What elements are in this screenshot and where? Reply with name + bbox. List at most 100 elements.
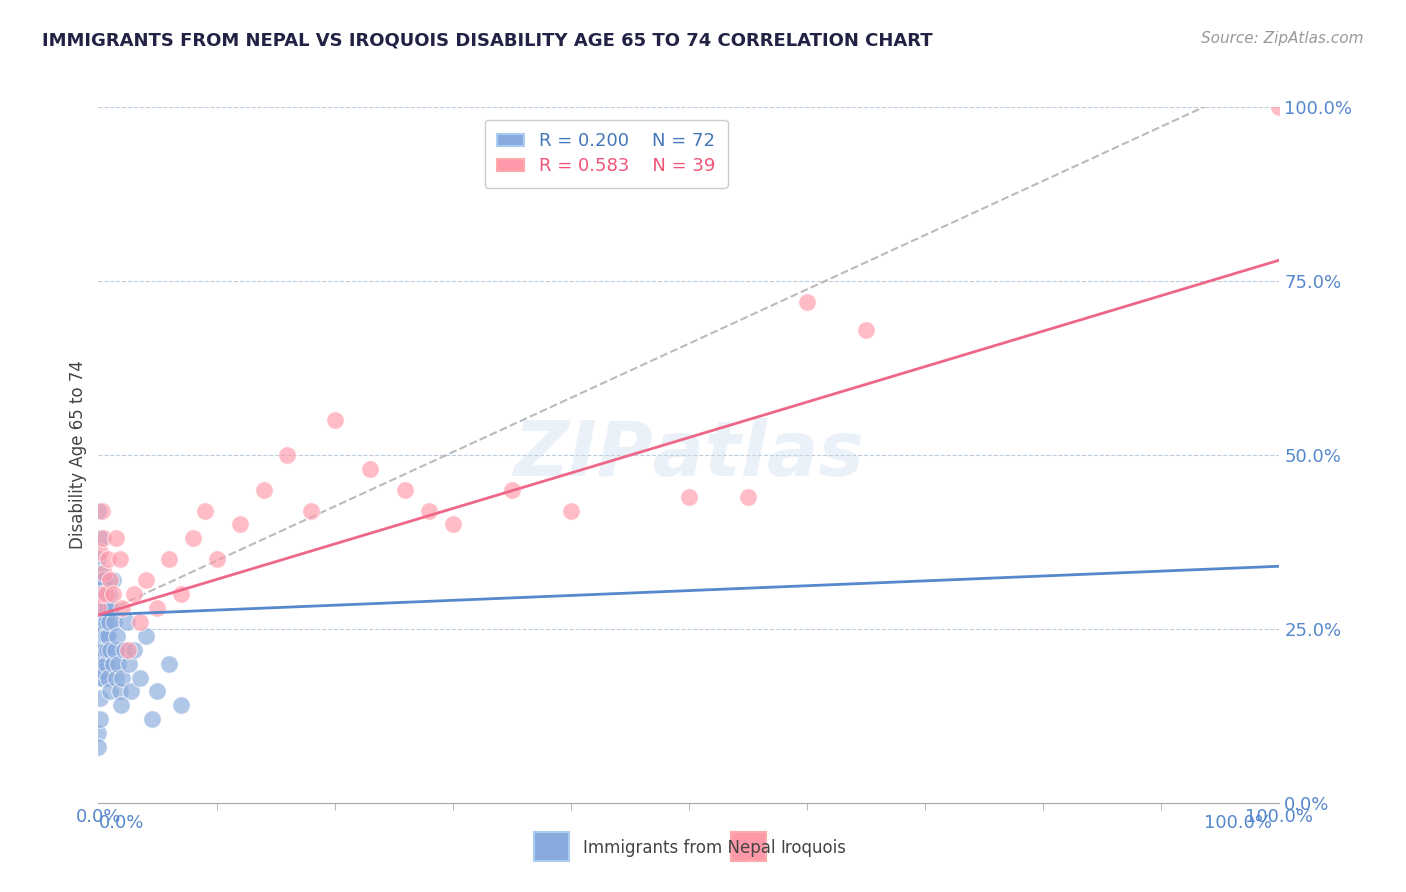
Point [89,629,111,643]
Point [97,552,120,566]
Point [205,552,228,566]
Point [105,671,128,685]
Point [87,601,110,615]
Point [90,587,112,601]
Point [91,664,114,678]
Point [122,587,145,601]
Point [87,622,110,636]
Point [91,671,114,685]
Point [90,601,112,615]
Point [89,532,111,546]
Point [101,657,124,671]
Point [91,622,114,636]
Point [117,642,139,657]
Point [253,483,276,497]
Point [93,642,115,657]
Point [229,517,252,532]
Point [89,607,111,622]
Point [97,629,120,643]
Point [89,587,111,601]
Point [90,594,112,608]
Point [157,552,180,566]
Point [323,413,346,427]
Point [87,503,110,517]
Point [170,698,193,713]
Point [93,573,115,587]
Point [394,483,416,497]
Point [94,657,117,671]
Point [737,490,759,504]
Point [93,566,115,581]
Point [93,587,115,601]
Point [90,615,112,629]
Point [98,615,121,629]
Point [170,587,193,601]
Point [100,601,122,615]
Point [135,629,157,643]
Point [157,657,180,671]
Point [181,532,204,546]
Point [441,517,464,532]
Point [115,615,138,629]
Point [89,566,111,581]
Point [146,684,169,698]
Point [1268,100,1291,114]
Point [141,712,163,726]
Point [91,607,114,622]
Point [89,712,111,726]
Text: IMMIGRANTS FROM NEPAL VS IROQUOIS DISABILITY AGE 65 TO 74 CORRELATION CHART: IMMIGRANTS FROM NEPAL VS IROQUOIS DISABI… [42,31,932,49]
Point [105,629,128,643]
Point [98,573,121,587]
Point [89,615,111,629]
Point [118,657,141,671]
Point [89,545,111,559]
Point [678,490,700,504]
Text: Immigrants from Nepal: Immigrants from Nepal [583,839,776,857]
Point [128,615,150,629]
Point [91,532,114,546]
Point [87,740,110,755]
Point [501,483,523,497]
Point [111,601,134,615]
Point [194,503,217,517]
Point [276,448,298,462]
Point [87,601,110,615]
Point [855,323,877,337]
Point [98,642,121,657]
Point [96,642,118,657]
Point [87,726,110,740]
Point [128,671,150,685]
Point [87,552,110,566]
Point [97,671,120,685]
Point [359,462,381,476]
Point [94,587,117,601]
Point [90,642,112,657]
Point [112,642,135,657]
Point [91,573,114,587]
Point [101,573,124,587]
Point [560,503,582,517]
Point [146,601,169,615]
Point [91,503,114,517]
Point [90,649,112,664]
Point [121,684,143,698]
Point [87,642,110,657]
Point [91,636,114,650]
Legend: R = 0.200    N = 72, R = 0.583    N = 39: R = 0.200 N = 72, R = 0.583 N = 39 [485,120,728,188]
Point [104,642,127,657]
Point [94,629,117,643]
Point [94,615,117,629]
Point [91,657,114,671]
Point [107,657,129,671]
Point [89,601,111,615]
Text: Source: ZipAtlas.com: Source: ZipAtlas.com [1201,31,1364,46]
Point [98,684,121,698]
Point [98,587,121,601]
Point [135,573,157,587]
Y-axis label: Disability Age 65 to 74: Disability Age 65 to 74 [69,360,87,549]
Point [122,642,145,657]
Text: ZIP​atlas: ZIP​atlas [513,418,865,491]
Point [103,615,125,629]
Point [89,691,111,706]
Point [91,649,114,664]
